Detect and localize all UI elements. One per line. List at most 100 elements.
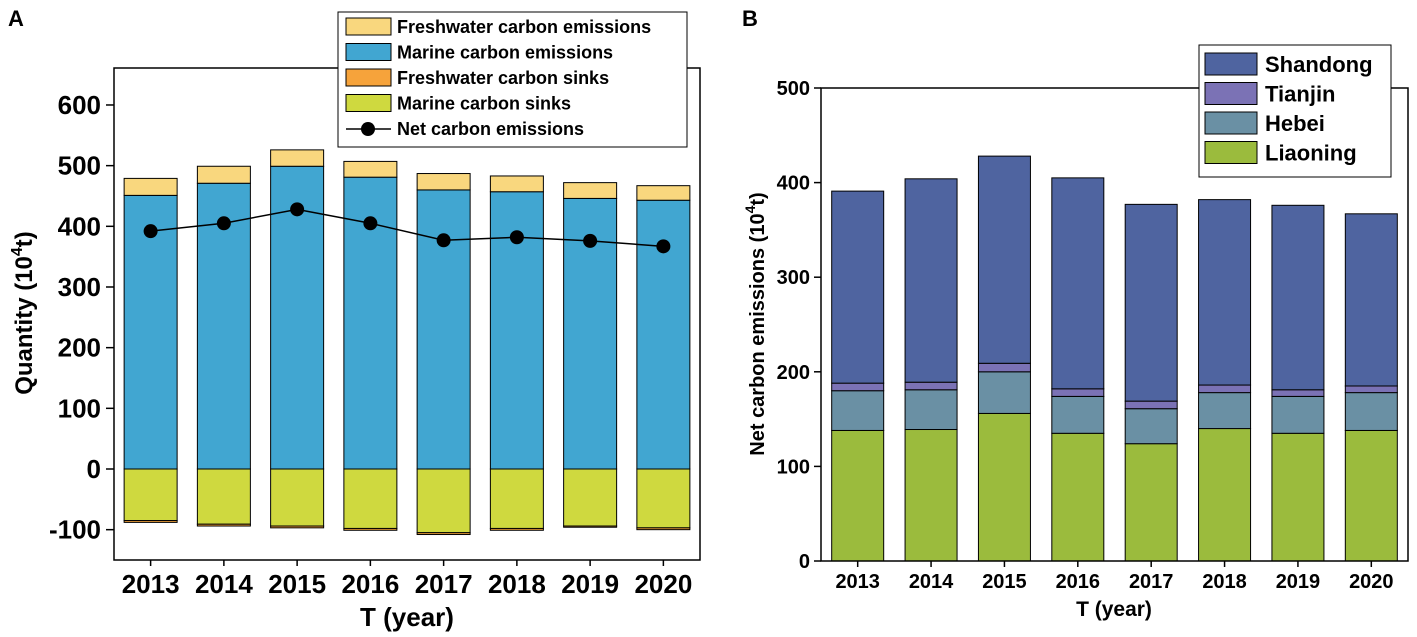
legend-swatch-liaoning bbox=[1204, 141, 1258, 164]
bar-liaoning-2019 bbox=[1271, 432, 1325, 562]
bar-tianjin-2013 bbox=[831, 382, 885, 392]
bar-freshwater-carbon-sinks-2019 bbox=[563, 525, 618, 528]
net-point-2019 bbox=[583, 233, 598, 248]
bar-marine-carbon-sinks-2017 bbox=[416, 468, 471, 534]
legend-swatch-marine-carbon-emissions bbox=[345, 43, 392, 61]
net-point-2018 bbox=[509, 230, 524, 245]
bar-hebei-2020 bbox=[1344, 392, 1398, 431]
bar-freshwater-carbon-emissions-2013 bbox=[123, 177, 178, 196]
bar-freshwater-carbon-sinks-2017 bbox=[416, 532, 471, 536]
panel-b-letter: B bbox=[742, 6, 758, 31]
legend-label-liaoning: Liaoning bbox=[1265, 141, 1357, 166]
bar-freshwater-carbon-emissions-2019 bbox=[563, 182, 618, 199]
net-point-2020 bbox=[656, 239, 671, 254]
ytick-label-200: 200 bbox=[58, 333, 101, 363]
panel-b-xlabel: T (year) bbox=[1076, 598, 1152, 621]
bar-freshwater-carbon-emissions-2014 bbox=[196, 165, 251, 184]
bar-freshwater-carbon-sinks-2016 bbox=[343, 527, 398, 531]
panel-a-y-axis: -100 0 100 200 300 400 500 600 bbox=[49, 90, 114, 545]
panel-a-legend: Freshwater carbon emissions Marine carbon… bbox=[337, 11, 688, 148]
bar-tianjin-2014 bbox=[904, 381, 958, 391]
bar-shandong-2020 bbox=[1344, 213, 1398, 387]
legend-label-shandong: Shandong bbox=[1265, 52, 1373, 77]
panel-a-bars bbox=[123, 149, 691, 536]
xtick-label-2019: 2019 bbox=[561, 569, 619, 599]
bar-marine-carbon-emissions-2017 bbox=[416, 189, 471, 470]
bar-tianjin-2015 bbox=[977, 362, 1031, 373]
xtick-label-2018: 2018 bbox=[488, 569, 546, 599]
ytick-label-500: 500 bbox=[58, 151, 101, 181]
net-point-2016 bbox=[363, 216, 378, 231]
bar-freshwater-carbon-emissions-2017 bbox=[416, 173, 471, 191]
bar-shandong-2013 bbox=[831, 190, 885, 384]
xtick-label-2015: 2015 bbox=[982, 571, 1027, 593]
bar-shandong-2016 bbox=[1051, 177, 1105, 390]
ytick-label-500: 500 bbox=[777, 78, 810, 100]
bar-liaoning-2018 bbox=[1198, 428, 1252, 562]
bar-marine-carbon-sinks-2019 bbox=[563, 468, 618, 527]
legend-label-marine-carbon-emissions: Marine carbon emissions bbox=[397, 43, 613, 63]
panel-b-ylabel: Net carbon emissions (104t) bbox=[742, 192, 769, 455]
bar-freshwater-carbon-sinks-2013 bbox=[123, 520, 178, 523]
net-point-2014 bbox=[216, 216, 231, 231]
ytick-label-200: 200 bbox=[777, 362, 810, 384]
bar-tianjin-2019 bbox=[1271, 389, 1325, 397]
panel-a-x-axis: 2013 2014 2015 2016 2017 2018 2019 2020 bbox=[122, 560, 692, 599]
bar-freshwater-carbon-emissions-2020 bbox=[636, 185, 691, 201]
xtick-label-2017: 2017 bbox=[415, 569, 473, 599]
bar-liaoning-2017 bbox=[1124, 443, 1178, 562]
net-point-2015 bbox=[290, 202, 305, 217]
xtick-label-2013: 2013 bbox=[835, 571, 880, 593]
bar-marine-carbon-sinks-2018 bbox=[489, 468, 544, 529]
panel-a-legend-box bbox=[337, 11, 688, 148]
ytick-label-100: 100 bbox=[777, 456, 810, 478]
legend-swatch-tianjin bbox=[1204, 82, 1258, 105]
panel-a-ylabel: Quantity (104t) bbox=[9, 231, 38, 395]
bar-hebei-2019 bbox=[1271, 395, 1325, 434]
net-carbon-emissions-line bbox=[150, 208, 664, 248]
bar-marine-carbon-sinks-2020 bbox=[636, 468, 691, 529]
xtick-label-2013: 2013 bbox=[122, 569, 180, 599]
legend-swatch-freshwater-carbon-emissions bbox=[345, 17, 392, 36]
bar-tianjin-2018 bbox=[1198, 384, 1252, 394]
bar-freshwater-carbon-emissions-2015 bbox=[270, 149, 325, 167]
bar-marine-carbon-sinks-2014 bbox=[196, 468, 251, 525]
bar-liaoning-2015 bbox=[977, 412, 1031, 562]
net-point-2013 bbox=[143, 224, 158, 239]
legend-label-hebei: Hebei bbox=[1265, 111, 1325, 136]
panel-b-y-axis: 0 100 200 300 400 500 bbox=[777, 78, 821, 573]
legend-swatch-net-marker bbox=[361, 122, 375, 136]
ytick-label-400: 400 bbox=[58, 211, 101, 241]
panel-b-x-axis: 2013 2014 2015 2016 2017 2018 2019 2020 bbox=[835, 561, 1394, 593]
panel-a-xlabel: T (year) bbox=[360, 602, 454, 632]
bar-shandong-2019 bbox=[1271, 204, 1325, 391]
bar-hebei-2015 bbox=[977, 371, 1031, 414]
panel-b-bars bbox=[831, 155, 1398, 562]
legend-label-tianjin: Tianjin bbox=[1265, 82, 1336, 107]
bar-liaoning-2014 bbox=[904, 429, 958, 562]
xtick-label-2015: 2015 bbox=[268, 569, 326, 599]
bar-hebei-2017 bbox=[1124, 408, 1178, 445]
legend-swatch-shandong bbox=[1204, 52, 1258, 76]
bar-tianjin-2017 bbox=[1124, 400, 1178, 410]
ytick-label-600: 600 bbox=[58, 90, 101, 120]
legend-label-freshwater-carbon-emissions: Freshwater carbon emissions bbox=[397, 17, 651, 37]
xtick-label-2018: 2018 bbox=[1202, 571, 1247, 593]
bar-freshwater-carbon-emissions-2016 bbox=[343, 160, 398, 178]
bar-freshwater-carbon-emissions-2018 bbox=[489, 175, 544, 193]
bar-freshwater-carbon-sinks-2020 bbox=[636, 527, 691, 531]
legend-swatch-freshwater-carbon-sinks bbox=[345, 68, 392, 87]
bar-hebei-2014 bbox=[904, 389, 958, 431]
bar-marine-carbon-sinks-2016 bbox=[343, 468, 398, 529]
ytick-label-0: 0 bbox=[87, 454, 101, 484]
legend-swatch-hebei bbox=[1204, 111, 1258, 135]
panel-b-legend: Shandong Tianjin Hebei Liaoning bbox=[1198, 44, 1392, 178]
bar-freshwater-carbon-sinks-2018 bbox=[489, 527, 544, 531]
panel-b-plot-frame bbox=[820, 87, 1409, 562]
bar-shandong-2017 bbox=[1124, 203, 1178, 402]
bar-liaoning-2020 bbox=[1344, 429, 1398, 562]
bar-marine-carbon-emissions-2014 bbox=[196, 182, 251, 470]
xtick-label-2019: 2019 bbox=[1276, 571, 1321, 593]
bar-freshwater-carbon-sinks-2015 bbox=[270, 525, 325, 529]
